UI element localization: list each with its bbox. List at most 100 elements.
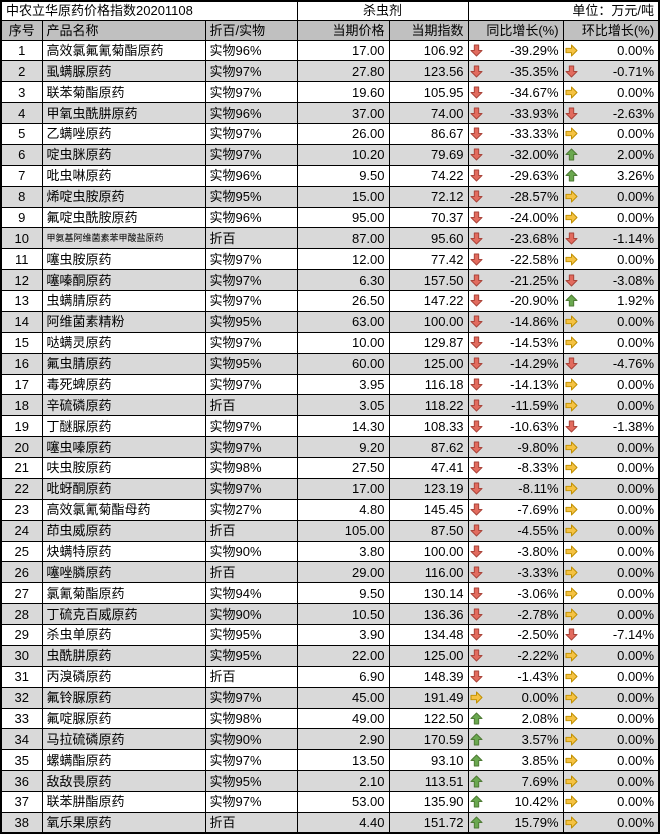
current-price-value: 9.50 — [296, 164, 390, 187]
arrow-down-icon — [470, 44, 483, 57]
current-index-value: 116.00 — [388, 561, 469, 584]
table-row: 37 联苯肼酯原药 实物97% 53.00 135.90 10.42% 0.00… — [0, 791, 660, 813]
mom-value: 0.00% — [617, 84, 655, 100]
arrow-up-icon — [565, 294, 578, 307]
spec-value: 折百 — [204, 811, 298, 834]
current-index-value: 134.48 — [388, 624, 469, 646]
product-name: 炔螨特原药 — [41, 540, 206, 563]
current-index-value: 70.37 — [388, 206, 469, 229]
current-index-value: 72.12 — [388, 185, 469, 208]
row-number: 36 — [0, 770, 43, 792]
arrow-right-icon — [565, 754, 578, 767]
product-name: 哒螨灵原药 — [41, 331, 206, 354]
arrow-down-icon — [470, 148, 483, 161]
current-price-value: 22.00 — [296, 644, 390, 667]
product-name: 氟虫腈原药 — [41, 352, 206, 375]
spec-value: 折百 — [204, 561, 298, 584]
row-number: 24 — [0, 519, 43, 542]
current-price-value: 95.00 — [296, 206, 390, 229]
current-index-value: 135.90 — [388, 791, 469, 813]
spec-value: 实物96% — [204, 39, 298, 62]
table-row: 24 茚虫威原药 折百 105.00 87.50 -4.55% 0.00% — [0, 519, 660, 542]
spec-value: 实物95% — [204, 644, 298, 667]
row-number: 2 — [0, 60, 43, 83]
arrow-right-icon — [565, 691, 578, 704]
yoy-value: -2.22% — [517, 648, 559, 664]
table-row: 7 吡虫啉原药 实物96% 9.50 74.22 -29.63% 3.26% — [0, 164, 660, 187]
arrow-down-icon — [470, 232, 483, 245]
current-index-value: 116.18 — [388, 373, 469, 396]
product-name: 噻虫胺原药 — [41, 248, 206, 271]
table-row: 23 高效氯氰菊酯母药 实物27% 4.80 145.45 -7.69% 0.0… — [0, 498, 660, 521]
current-price-value: 6.30 — [296, 269, 390, 291]
arrow-right-icon — [565, 441, 578, 454]
current-price-value: 3.90 — [296, 624, 390, 646]
arrow-right-icon — [565, 712, 578, 725]
arrow-down-icon — [470, 399, 483, 412]
arrow-down-icon — [470, 127, 483, 140]
current-price-value: 4.40 — [296, 811, 390, 834]
current-price-value: 10.20 — [296, 143, 390, 166]
table-row: 33 氟啶脲原药 实物98% 49.00 122.50 2.08% 0.00% — [0, 707, 660, 730]
current-price-value: 14.30 — [296, 415, 390, 438]
table-row: 31 丙溴磷原药 折百 6.90 148.39 -1.43% 0.00% — [0, 665, 660, 688]
table-row: 27 氯氰菊酯原药 实物94% 9.50 130.14 -3.06% 0.00% — [0, 582, 660, 605]
arrow-down-icon — [470, 441, 483, 454]
table-body: 1 高效氯氟氰菊酯原药 实物96% 17.00 106.92 -39.29% 0… — [0, 39, 660, 834]
row-number: 26 — [0, 561, 43, 584]
current-price-value: 53.00 — [296, 791, 390, 813]
mom-value: 0.00% — [617, 189, 655, 205]
mom-value: 0.00% — [617, 731, 655, 747]
arrow-down-icon — [470, 169, 483, 182]
table-row: 2 虱螨脲原药 实物97% 27.80 123.56 -35.35% -0.71… — [0, 60, 660, 83]
current-price-value: 9.50 — [296, 582, 390, 605]
current-index-value: 74.00 — [388, 102, 469, 124]
product-name: 联苯菊酯原药 — [41, 81, 206, 104]
arrow-down-icon — [565, 232, 578, 245]
current-price-value: 9.20 — [296, 436, 390, 458]
spec-value: 实物95% — [204, 185, 298, 208]
arrow-right-icon — [565, 399, 578, 412]
current-index-value: 123.19 — [388, 477, 469, 500]
spec-value: 实物97% — [204, 269, 298, 291]
table-row: 6 啶虫脒原药 实物97% 10.20 79.69 -32.00% 2.00% — [0, 143, 660, 166]
yoy-value: -14.29% — [510, 356, 559, 372]
yoy-value: -29.63% — [510, 168, 559, 184]
current-index-value: 191.49 — [388, 686, 469, 709]
yoy-value: -22.58% — [510, 251, 559, 267]
arrow-down-icon — [470, 545, 483, 558]
product-name: 噻唑膦原药 — [41, 561, 206, 584]
arrow-down-icon — [470, 274, 483, 287]
arrow-right-icon — [565, 795, 578, 808]
mom-value: -2.63% — [612, 105, 655, 121]
product-name: 氯氰菊酯原药 — [41, 582, 206, 605]
column-header-mom-growth: 环比增长(%) — [562, 19, 660, 41]
title-row: 中农立华原药价格指数20201108 杀虫剂 单位：万元/吨 — [0, 0, 660, 21]
spec-value: 实物97% — [204, 415, 298, 438]
current-index-value: 122.50 — [388, 707, 469, 730]
row-number: 37 — [0, 791, 43, 813]
yoy-value: 7.69% — [521, 773, 559, 789]
row-number: 1 — [0, 39, 43, 62]
yoy-value: -3.80% — [517, 543, 559, 559]
product-name: 高效氯氰菊酯母药 — [41, 498, 206, 521]
current-index-value: 129.87 — [388, 331, 469, 354]
arrow-down-icon — [470, 357, 483, 370]
arrow-right-icon — [565, 86, 578, 99]
spec-value: 实物95% — [204, 624, 298, 646]
current-index-value: 105.95 — [388, 81, 469, 104]
mom-value: 0.00% — [617, 773, 655, 789]
table-row: 26 噻唑膦原药 折百 29.00 116.00 -3.33% 0.00% — [0, 561, 660, 584]
row-number: 33 — [0, 707, 43, 730]
row-number: 17 — [0, 373, 43, 396]
mom-value: 1.92% — [617, 293, 655, 309]
product-name: 马拉硫磷原药 — [41, 728, 206, 751]
product-name: 吡蚜酮原药 — [41, 477, 206, 500]
mom-value: 0.00% — [617, 690, 655, 706]
current-price-value: 3.95 — [296, 373, 390, 396]
mom-value: 0.00% — [617, 439, 655, 455]
product-name: 氧乐果原药 — [41, 811, 206, 834]
table-row: 17 毒死蜱原药 实物97% 3.95 116.18 -14.13% 0.00% — [0, 373, 660, 396]
arrow-right-icon — [565, 608, 578, 621]
current-index-value: 113.51 — [388, 770, 469, 792]
